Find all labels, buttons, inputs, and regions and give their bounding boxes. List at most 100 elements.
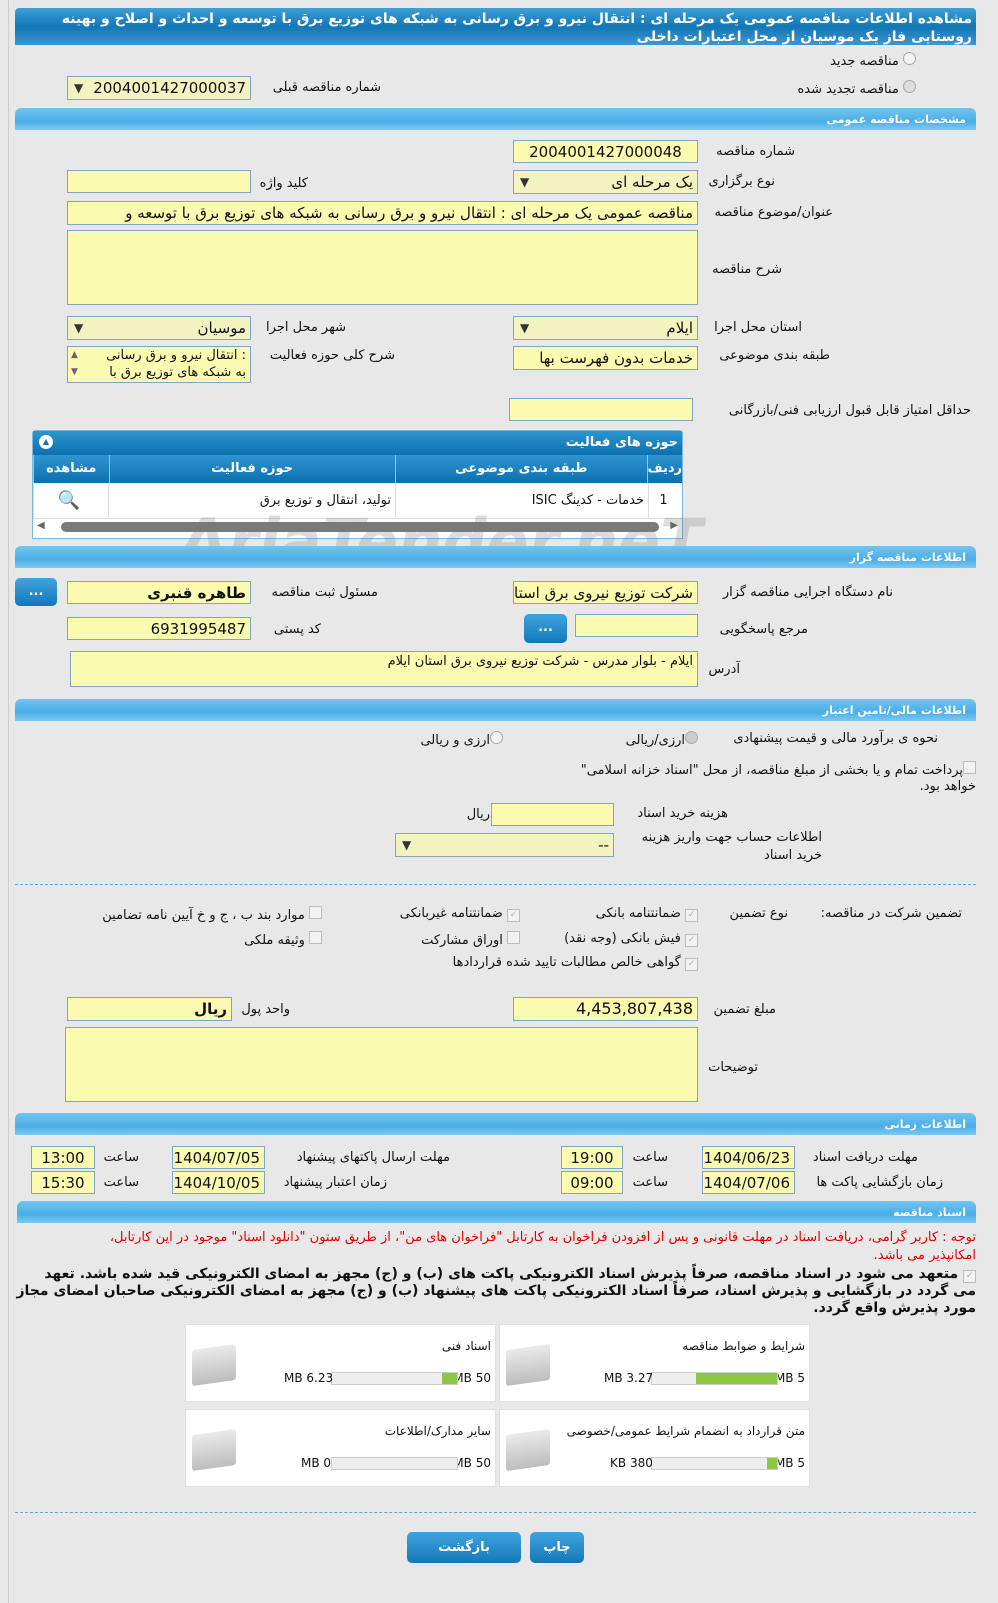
file-size-bar xyxy=(331,1457,458,1470)
file-box[interactable]: متن قرارداد به انضمام شرایط عمومی/خصوصی … xyxy=(499,1409,810,1487)
guarantee-option[interactable]: ✓ ضمانتنامه غیربانکی xyxy=(400,906,520,922)
guarantee-option[interactable]: اوراق مشارکت xyxy=(421,931,520,948)
scroll-left-icon[interactable]: ◀ xyxy=(37,520,45,531)
type-select[interactable]: یک مرحله ای ▼ xyxy=(513,170,698,194)
postal-field[interactable]: 6931995487 xyxy=(67,617,251,640)
guarantee-option[interactable]: موارد بند ب ، ج و خ آیین نامه تضامین xyxy=(102,906,322,923)
amount-field[interactable]: 4,453,807,438 xyxy=(513,997,698,1021)
file-title: سایر مدارک/اطلاعات xyxy=(384,1424,491,1438)
checkbox[interactable] xyxy=(309,931,322,944)
file-box[interactable]: اسناد فنی 50 MB 6.23 MB xyxy=(185,1324,496,1402)
checkbox[interactable] xyxy=(507,931,520,944)
reference-field[interactable] xyxy=(575,614,698,637)
checkbox-checked[interactable]: ✓ xyxy=(685,958,698,971)
file-size-bar xyxy=(651,1372,778,1385)
checkbox-checked[interactable]: ✓ xyxy=(963,1270,976,1283)
scroll-right-icon[interactable]: ▶ xyxy=(670,520,678,531)
send-time[interactable]: 13:00 xyxy=(31,1146,95,1169)
hour-label: ساعت xyxy=(632,1150,668,1165)
send-date[interactable]: 1404/07/05 xyxy=(172,1146,265,1169)
guarantee-option[interactable]: وثیقه ملکی xyxy=(244,931,322,948)
open-date[interactable]: 1404/07/06 xyxy=(702,1171,795,1194)
responsible-field[interactable]: طاهره قنبری xyxy=(67,581,251,604)
folder-icon[interactable] xyxy=(506,1428,550,1472)
radio-button[interactable] xyxy=(490,731,503,744)
keyword-label: کلید واژه xyxy=(259,176,308,191)
horizontal-scrollbar[interactable] xyxy=(61,522,659,532)
checkbox[interactable] xyxy=(963,761,976,774)
tender-number-field[interactable]: 2004001427000048 xyxy=(513,140,698,163)
doc-receive-date[interactable]: 1404/06/23 xyxy=(702,1146,795,1169)
file-max: 50 MB xyxy=(453,1456,491,1470)
city-label: شهر محل اجرا xyxy=(266,320,346,335)
radio-renewed-tender[interactable]: مناقصه تجدید شده xyxy=(797,80,916,97)
view-magnifier-icon[interactable]: 🔍 xyxy=(33,484,108,518)
doc-cost-unit: ریال xyxy=(466,807,490,822)
prev-number-select[interactable]: 2004001427000037 ▼ xyxy=(67,76,251,100)
activity-desc-label: شرح کلی حوزه فعالیت xyxy=(269,348,395,363)
col-index: ردیف xyxy=(647,455,682,483)
doc-receive-time[interactable]: 19:00 xyxy=(561,1146,623,1169)
chevron-down-icon: ▼ xyxy=(74,81,84,95)
radio-button[interactable] xyxy=(903,52,916,65)
hour-label: ساعت xyxy=(632,1175,668,1190)
page-title: مشاهده اطلاعات مناقصه عمومی یک مرحله ای … xyxy=(15,8,976,45)
file-max: 5 MB xyxy=(774,1456,805,1470)
section-documents: اسناد مناقصه xyxy=(17,1201,976,1223)
chevron-down-icon: ▼ xyxy=(74,321,84,335)
city-select[interactable]: موسیان ▼ xyxy=(67,316,251,340)
guarantee-option[interactable]: ✓ ضمانتنامه بانکی xyxy=(596,906,698,922)
validity-date[interactable]: 1404/10/05 xyxy=(172,1171,265,1194)
guarantee-option[interactable]: ✓ گواهی خالص مطالبات تایید شده قراردادها xyxy=(453,955,698,971)
radio-both[interactable]: ارزی و ریالی xyxy=(420,731,503,748)
subject-field[interactable]: مناقصه عمومی یک مرحله ای : انتقال نیرو و… xyxy=(67,201,698,225)
file-box[interactable]: شرایط و ضوابط مناقصه 5 MB 3.27 MB xyxy=(499,1324,810,1402)
cell-field: تولید، انتقال و توزیع برق xyxy=(108,484,395,518)
folder-icon[interactable] xyxy=(192,1343,236,1387)
treasury-checkbox[interactable]: پرداخت تمام و یا بخشی از مبلغ مناقصه، از… xyxy=(581,761,976,778)
scroll-arrows-icon[interactable]: ▲ ▼ xyxy=(71,350,78,377)
account-select[interactable]: -- ▼ xyxy=(395,833,614,857)
address-field[interactable]: ایلام - بلوار مدرس - شرکت توزیع نیروی بر… xyxy=(70,651,698,687)
open-time[interactable]: 09:00 xyxy=(561,1171,623,1194)
description-field[interactable] xyxy=(67,230,698,305)
activity-desc-field[interactable]: : انتقال نیرو و برق رسانی به شبکه های توز… xyxy=(67,346,251,383)
doc-cost-field[interactable] xyxy=(491,803,614,826)
keyword-field[interactable] xyxy=(67,170,251,193)
checkbox-checked[interactable]: ✓ xyxy=(507,909,520,922)
category-field[interactable]: خدمات بدون فهرست بها xyxy=(513,346,698,370)
validity-label: زمان اعتبار پیشنهاد xyxy=(283,1175,387,1190)
min-score-field[interactable] xyxy=(509,398,693,421)
notes-field[interactable] xyxy=(65,1027,698,1102)
doc-cost-label: هزینه خرید اسناد xyxy=(637,806,728,821)
currency-label: واحد پول xyxy=(241,1002,290,1017)
checkbox-checked[interactable]: ✓ xyxy=(685,909,698,922)
folder-icon[interactable] xyxy=(192,1428,236,1472)
checkbox[interactable] xyxy=(309,906,322,919)
radio-button[interactable] xyxy=(903,80,916,93)
radio-rial[interactable]: ارزی/ریالی xyxy=(626,731,698,748)
reference-more-button[interactable]: ... xyxy=(524,614,567,643)
province-select[interactable]: ایلام ▼ xyxy=(513,316,698,340)
radio-button[interactable] xyxy=(685,731,698,744)
section-organizer: اطلاعات مناقصه گزار xyxy=(15,546,976,568)
print-button[interactable]: چاپ xyxy=(530,1532,584,1563)
checkbox-checked[interactable]: ✓ xyxy=(685,934,698,947)
cell-index: 1 xyxy=(648,484,682,518)
file-box[interactable]: سایر مدارک/اطلاعات 50 MB 0 MB xyxy=(185,1409,496,1487)
divider xyxy=(15,1512,976,1513)
notes-label: توضیحات xyxy=(708,1060,758,1075)
guarantee-option[interactable]: ✓ فیش بانکی (وجه نقد) xyxy=(564,931,698,947)
validity-time[interactable]: 15:30 xyxy=(31,1171,95,1194)
responsible-more-button[interactable]: ... xyxy=(15,578,57,606)
radio-new-tender[interactable]: مناقصه جدید xyxy=(830,52,916,69)
guarantee-label: تضمین شرکت در مناقصه: xyxy=(820,906,962,921)
back-button[interactable]: بازگشت xyxy=(407,1532,521,1563)
divider xyxy=(15,884,976,885)
table-header: ردیف طبقه بندی موضوعی حوزه فعالیت مشاهده xyxy=(32,455,682,483)
org-field[interactable]: شرکت توزیع نیروی برق استان xyxy=(513,581,698,604)
currency-field[interactable]: ریال xyxy=(67,997,232,1021)
collapse-icon[interactable]: ▲ xyxy=(39,435,53,449)
folder-icon[interactable] xyxy=(506,1343,550,1387)
